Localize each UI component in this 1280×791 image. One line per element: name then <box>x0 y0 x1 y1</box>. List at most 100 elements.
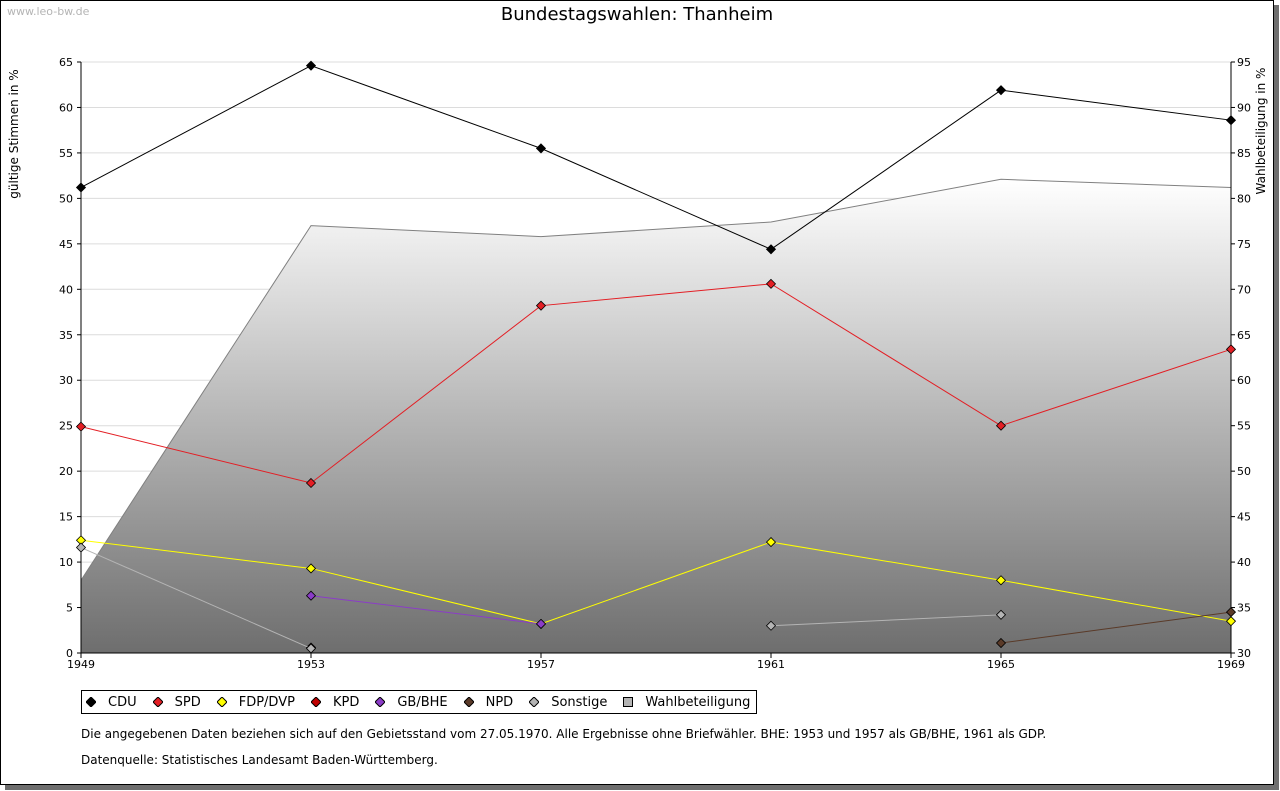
legend-marker-wahlbeteiligung <box>623 697 634 707</box>
legend-item-wahlbeteiligung: Wahlbeteiligung <box>623 695 750 710</box>
data-point-fdpdvp <box>305 563 317 574</box>
y2-tick-label: 30 <box>1237 647 1251 660</box>
y-tick-label: 45 <box>59 238 73 251</box>
legend-label: Wahlbeteiligung <box>645 694 751 710</box>
turnout-fill <box>81 179 1231 653</box>
series-line-gbbhe <box>310 595 542 625</box>
series-line-npd <box>1000 611 1232 644</box>
y-tick-label: 15 <box>59 511 73 524</box>
data-point-cdu <box>1225 115 1237 126</box>
legend-label: NPD <box>485 694 514 710</box>
legend-label: FDP/DVP <box>238 694 295 710</box>
data-point-spd <box>765 278 777 289</box>
x-tick-label: 1953 <box>297 658 325 671</box>
y-tick-label: 65 <box>59 56 73 69</box>
y-tick-label: 0 <box>66 647 73 660</box>
data-point-npd <box>1225 607 1237 618</box>
chart-title: Bundestagswahlen: Thanheim <box>500 4 774 25</box>
legend-marker-kpd <box>310 697 321 707</box>
series-line-cdu <box>80 65 1232 250</box>
data-point-gbbhe <box>305 590 317 601</box>
data-point-spd <box>995 420 1007 431</box>
x-tick-label: 1969 <box>1217 658 1245 671</box>
x-tick-label: 1961 <box>757 658 785 671</box>
data-point-sonstige <box>995 609 1007 620</box>
y-tick-label: 40 <box>59 283 73 296</box>
legend-marker-fdp <box>216 697 227 707</box>
data-point-sonstige <box>305 643 317 654</box>
data-point-spd <box>75 421 87 432</box>
data-point-sonstige <box>75 542 87 553</box>
footnote-source: Datenquelle: Statistisches Landesamt Bad… <box>81 753 438 767</box>
y2-tick-label: 85 <box>1237 147 1251 160</box>
series-line-spd <box>80 283 1232 484</box>
y-tick-label: 55 <box>59 147 73 160</box>
data-point-spd <box>305 477 317 489</box>
data-point-fdpdvp <box>765 537 777 548</box>
y2-tick-label: 90 <box>1237 101 1251 114</box>
data-point-fdpdvp <box>1225 616 1237 627</box>
y-tick-label: 25 <box>59 420 73 433</box>
y2-tick-label: 55 <box>1237 420 1251 433</box>
data-point-cdu <box>995 85 1007 96</box>
legend-item-npd: NPD <box>463 694 514 710</box>
y2-tick-label: 75 <box>1237 238 1251 251</box>
x-tick-label: 1965 <box>987 658 1015 671</box>
turnout-line <box>80 178 1232 581</box>
axes: 0 5 10 15 20 25 30 35 40 45 50 55 60 65 30 35 40 45 50 55 60… <box>59 56 1251 671</box>
legend-item-sonstige: Sonstige <box>529 695 607 710</box>
legend-marker-cdu <box>86 697 96 707</box>
y2-tick-label: 70 <box>1237 283 1251 296</box>
data-point-spd <box>535 300 547 311</box>
legend-label: SPD <box>174 694 201 710</box>
y-axis-title: gültige Stimmen in % <box>7 69 21 198</box>
legend-marker-npd <box>463 697 474 707</box>
legend-label: KPD <box>332 694 360 710</box>
data-point-cdu <box>305 60 317 71</box>
watermark: www.leo-bw.de <box>7 5 90 18</box>
y2-tick-label: 35 <box>1237 602 1251 615</box>
legend-label: CDU <box>108 694 137 710</box>
y-tick-label: 35 <box>59 329 73 342</box>
chart-area: 0 5 10 15 20 25 30 35 40 45 50 55 60 65 30 35 40 45 50 55 60… <box>7 56 1268 671</box>
legend-marker-sonstige <box>529 697 540 707</box>
data-point-cdu <box>765 244 777 255</box>
data-point-cdu <box>535 143 547 154</box>
y-tick-label: 50 <box>59 192 73 205</box>
y2-axis-title: Wahlbeteiligung in % <box>1254 68 1268 195</box>
legend-item-kpd: KPD <box>310 694 360 710</box>
legend-marker-gbbhe <box>375 697 386 707</box>
x-tick-label: 1957 <box>527 658 555 671</box>
data-point-npd <box>995 637 1007 649</box>
legend-item-gbbhe: GB/BHE <box>375 694 448 710</box>
data-point-sonstige <box>765 620 777 631</box>
legend: CDU SPD FDP/DVP KPD GB/BHE NPD Sonstige <box>81 690 758 714</box>
series-line-sonstige <box>770 614 1002 627</box>
y2-tick-label: 65 <box>1237 329 1251 342</box>
y-tick-label: 5 <box>66 602 73 615</box>
y2-tick-label: 50 <box>1237 465 1251 478</box>
legend-item-fdp: FDP/DVP <box>216 694 295 710</box>
legend-item-spd: SPD <box>152 694 201 710</box>
turnout-area <box>80 178 1232 653</box>
legend-label: GB/BHE <box>397 694 448 710</box>
series-line-sonstige <box>80 547 312 649</box>
y-tick-label: 10 <box>59 556 73 569</box>
x-tick-label: 1949 <box>67 658 95 671</box>
footnote-data-basis: Die angegebenen Daten beziehen sich auf … <box>81 727 1047 741</box>
series-line-fdpdvp <box>80 539 1232 625</box>
y2-tick-label: 80 <box>1237 192 1251 205</box>
y-tick-label: 60 <box>59 101 73 114</box>
series-layer <box>75 60 1237 654</box>
data-point-cdu <box>75 182 87 193</box>
legend-marker-spd <box>152 697 163 707</box>
legend-item-cdu: CDU <box>86 695 137 710</box>
data-point-gbbhe <box>535 618 547 629</box>
y2-tick-label: 60 <box>1237 374 1251 387</box>
y-tick-label: 20 <box>59 465 73 478</box>
y2-tick-label: 45 <box>1237 511 1251 524</box>
y2-tick-label: 95 <box>1237 56 1251 69</box>
data-point-spd <box>1225 344 1237 355</box>
legend-label: Sonstige <box>551 694 608 710</box>
